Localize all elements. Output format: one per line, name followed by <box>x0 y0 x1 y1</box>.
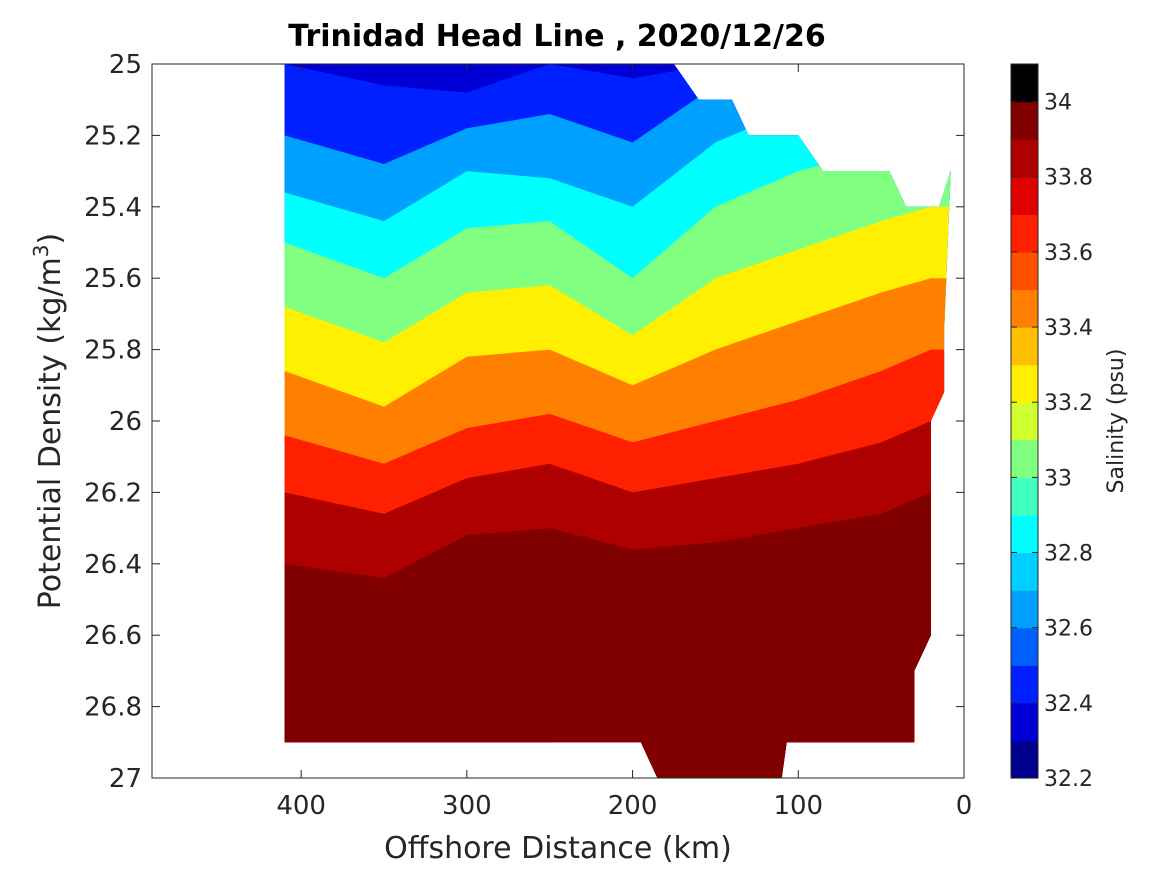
plot-frame <box>151 63 965 779</box>
colorbar-segment <box>1011 251 1038 291</box>
colorbar-segment <box>1011 552 1038 591</box>
colorbar-segment <box>1011 402 1038 441</box>
colorbar-segment <box>1011 439 1038 478</box>
y-tick-label: 25.2 <box>84 121 142 151</box>
x-tick-label: 400 <box>276 791 326 821</box>
y-axis-label: Potential Density (kg/m3) <box>29 233 68 609</box>
colorbar <box>1011 64 1038 779</box>
x-tick-label: 100 <box>773 791 823 821</box>
colorbar-ticks: 32.2 32.4 32.6 32.8 33 33.2 33.4 33.6 33.8 34 <box>1011 91 1093 792</box>
y-tick-label: 26.6 <box>84 621 142 651</box>
y-axis-label-suffix: ) <box>33 233 68 245</box>
colorbar-segment <box>1011 289 1038 328</box>
colorbar-tick-label: 32.2 <box>1044 767 1093 792</box>
colorbar-segment <box>1011 176 1038 215</box>
colorbar-tick-label: 33.4 <box>1044 316 1093 341</box>
x-tick-label: 200 <box>608 791 658 821</box>
x-axis-ticks: 400 300 200 100 0 <box>276 64 972 821</box>
y-tick-label: 26.2 <box>84 478 142 508</box>
x-tick-label: 0 <box>956 791 973 821</box>
colorbar-tick-label: 33.8 <box>1044 166 1093 191</box>
contour-band-34.1 <box>284 563 951 778</box>
colorbar-label: Salinity (psu) <box>1104 349 1129 494</box>
y-axis-ticks: 25 25.2 25.4 25.6 25.8 26 26.2 26.4 26.6 26.8 27 <box>84 50 964 794</box>
colorbar-segment <box>1011 665 1038 704</box>
y-tick-label: 26.8 <box>84 693 142 723</box>
y-axis-label-main: Potential Density (kg/m <box>33 257 68 609</box>
x-axis-label: Offshore Distance (km) <box>384 831 732 866</box>
colorbar-segment <box>1011 101 1038 140</box>
colorbar-segment <box>1011 477 1038 516</box>
colorbar-tick-label: 33 <box>1044 466 1072 491</box>
colorbar-segment <box>1011 327 1038 366</box>
y-tick-label: 26 <box>109 407 142 437</box>
colorbar-segment <box>1011 590 1038 629</box>
colorbar-frame <box>1010 63 1039 779</box>
y-axis-label-superscript: 3 <box>29 244 53 257</box>
x-tick-label: 300 <box>442 791 492 821</box>
colorbar-segment <box>1011 364 1038 403</box>
colorbar-segment <box>1011 139 1038 178</box>
y-tick-label: 25.4 <box>84 193 142 223</box>
colorbar-tick-label: 32.8 <box>1044 542 1093 567</box>
colorbar-segment <box>1011 514 1038 554</box>
colorbar-tick-label: 34 <box>1044 91 1072 116</box>
chart-title: Trinidad Head Line , 2020/12/26 <box>288 19 825 54</box>
colorbar-tick-label: 32.6 <box>1044 617 1093 642</box>
y-tick-label: 25 <box>109 50 142 80</box>
colorbar-segment <box>1011 64 1038 103</box>
colorbar-tick-label: 32.4 <box>1044 692 1093 717</box>
y-tick-label: 25.6 <box>84 264 142 294</box>
colorbar-tick-label: 33.6 <box>1044 241 1093 266</box>
y-tick-label: 26.4 <box>84 550 142 580</box>
colorbar-tick-label: 33.2 <box>1044 391 1093 416</box>
colorbar-segment <box>1011 627 1038 666</box>
y-tick-label: 25.8 <box>84 336 142 366</box>
colorbar-segment <box>1011 214 1038 253</box>
colorbar-segment <box>1011 702 1038 742</box>
colorbar-segment <box>1011 740 1038 779</box>
y-tick-label: 27 <box>109 764 142 794</box>
